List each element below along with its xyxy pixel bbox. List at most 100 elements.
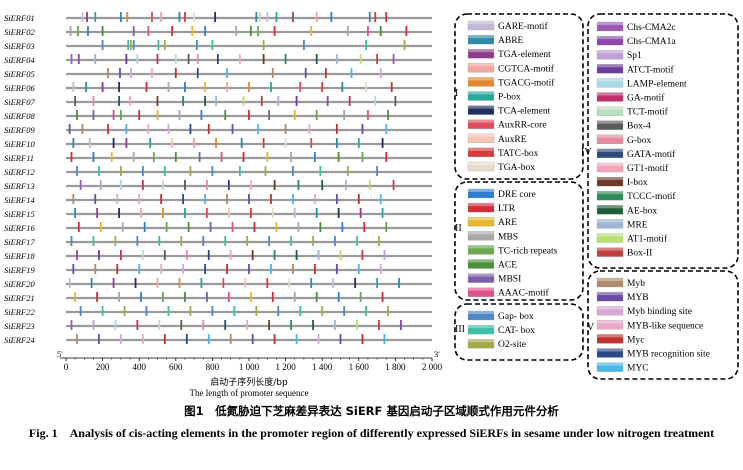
element-mark: [207, 250, 210, 260]
element-mark: [337, 152, 340, 162]
element-mark: [125, 124, 128, 134]
element-mark: [337, 208, 340, 218]
legend-group-box: [454, 303, 584, 361]
element-mark: [334, 236, 336, 246]
element-mark: [143, 222, 146, 232]
element-mark: [207, 124, 210, 134]
element-mark: [379, 264, 382, 274]
element-mark: [381, 208, 384, 218]
legend-label: ATCT-motif: [627, 64, 674, 75]
element-mark: [101, 40, 104, 50]
element-mark: [378, 236, 380, 246]
legend-swatch-highlight: [597, 348, 623, 352]
legend-swatch: [467, 231, 495, 241]
legend-swatch-highlight: [597, 78, 623, 82]
element-mark: [193, 12, 195, 22]
element-mark: [184, 208, 186, 218]
element-mark: [381, 138, 384, 148]
element-mark: [293, 208, 296, 218]
element-mark: [92, 320, 95, 330]
legend-swatch-highlight: [597, 64, 623, 68]
element-mark: [222, 278, 225, 288]
element-mark: [119, 68, 121, 78]
element-mark: [268, 320, 271, 330]
element-mark: [339, 250, 342, 260]
element-mark: [293, 110, 296, 120]
element-mark: [313, 264, 316, 274]
element-mark: [167, 124, 170, 134]
x-tick-label: 1 000: [239, 362, 260, 372]
element-mark: [253, 222, 256, 232]
legend-swatch: [467, 339, 495, 349]
element-mark: [92, 96, 95, 106]
legend-label: I-box: [627, 178, 648, 188]
element-mark: [268, 110, 271, 120]
legend-label: P-box: [498, 93, 521, 103]
legend-swatch-highlight: [468, 147, 494, 151]
legend-swatch: [467, 324, 495, 335]
legend-group-box: [454, 13, 584, 180]
element-mark: [167, 306, 170, 316]
element-mark: [403, 40, 406, 50]
element-mark: [376, 166, 378, 176]
element-mark: [204, 82, 206, 92]
legend-swatch-highlight: [468, 49, 494, 53]
element-mark: [147, 26, 150, 36]
element-mark: [206, 208, 208, 218]
legend-label: Chs-CMA2c: [627, 23, 676, 33]
element-mark: [136, 236, 139, 246]
element-mark: [216, 54, 219, 64]
element-mark: [151, 12, 153, 22]
gene-label: SiERF10: [4, 139, 35, 149]
element-mark: [206, 292, 208, 302]
element-mark: [178, 278, 181, 288]
legend-label: ACE: [498, 261, 517, 271]
legend-label: DRE core: [498, 190, 536, 200]
element-mark: [341, 82, 344, 92]
element-mark: [394, 96, 397, 106]
element-mark: [178, 110, 181, 120]
element-mark: [359, 292, 362, 302]
element-mark: [341, 222, 344, 232]
gene-tracks: SiERF01 SiERF02 SiERF03 SiERF04 SiERF05 SiERF…: [4, 12, 432, 345]
element-mark: [171, 138, 174, 148]
gene-label: SiERF05: [4, 69, 35, 79]
gene-label: SiERF13: [4, 181, 35, 191]
element-mark: [211, 306, 214, 316]
element-mark: [152, 152, 155, 162]
element-mark: [374, 12, 377, 22]
element-mark: [157, 40, 160, 50]
element-mark: [368, 12, 371, 22]
legend-swatch: [596, 92, 624, 102]
element-mark: [107, 68, 109, 78]
element-mark: [248, 264, 250, 274]
gene-label: SiERF22: [4, 307, 35, 317]
element-mark: [215, 138, 217, 148]
legend-swatch-highlight: [597, 292, 623, 296]
legend-swatch: [467, 287, 495, 297]
element-mark: [191, 26, 194, 36]
element-mark: [249, 26, 252, 36]
element-mark: [185, 250, 188, 260]
element-mark: [200, 278, 203, 288]
legend-swatch-highlight: [468, 105, 494, 109]
legend-label: LAMP-element: [627, 79, 687, 89]
element-mark: [383, 334, 386, 344]
legend-swatch-highlight: [468, 273, 494, 277]
element-mark: [270, 82, 272, 92]
element-mark: [156, 278, 159, 288]
legend-swatch-highlight: [597, 134, 623, 138]
legend-label: Gap- box: [498, 312, 534, 322]
element-mark: [321, 306, 324, 316]
element-mark: [132, 152, 135, 162]
element-mark: [132, 26, 135, 36]
legend-group-box: [587, 13, 739, 269]
legend-swatch-highlight: [468, 91, 494, 95]
element-mark: [167, 82, 170, 92]
element-mark: [141, 334, 144, 344]
legend-label: AAAC-motif: [498, 288, 550, 299]
element-mark: [118, 96, 120, 106]
gene-label: SiERF21: [4, 293, 35, 303]
element-mark: [184, 180, 186, 190]
element-mark: [126, 12, 129, 22]
